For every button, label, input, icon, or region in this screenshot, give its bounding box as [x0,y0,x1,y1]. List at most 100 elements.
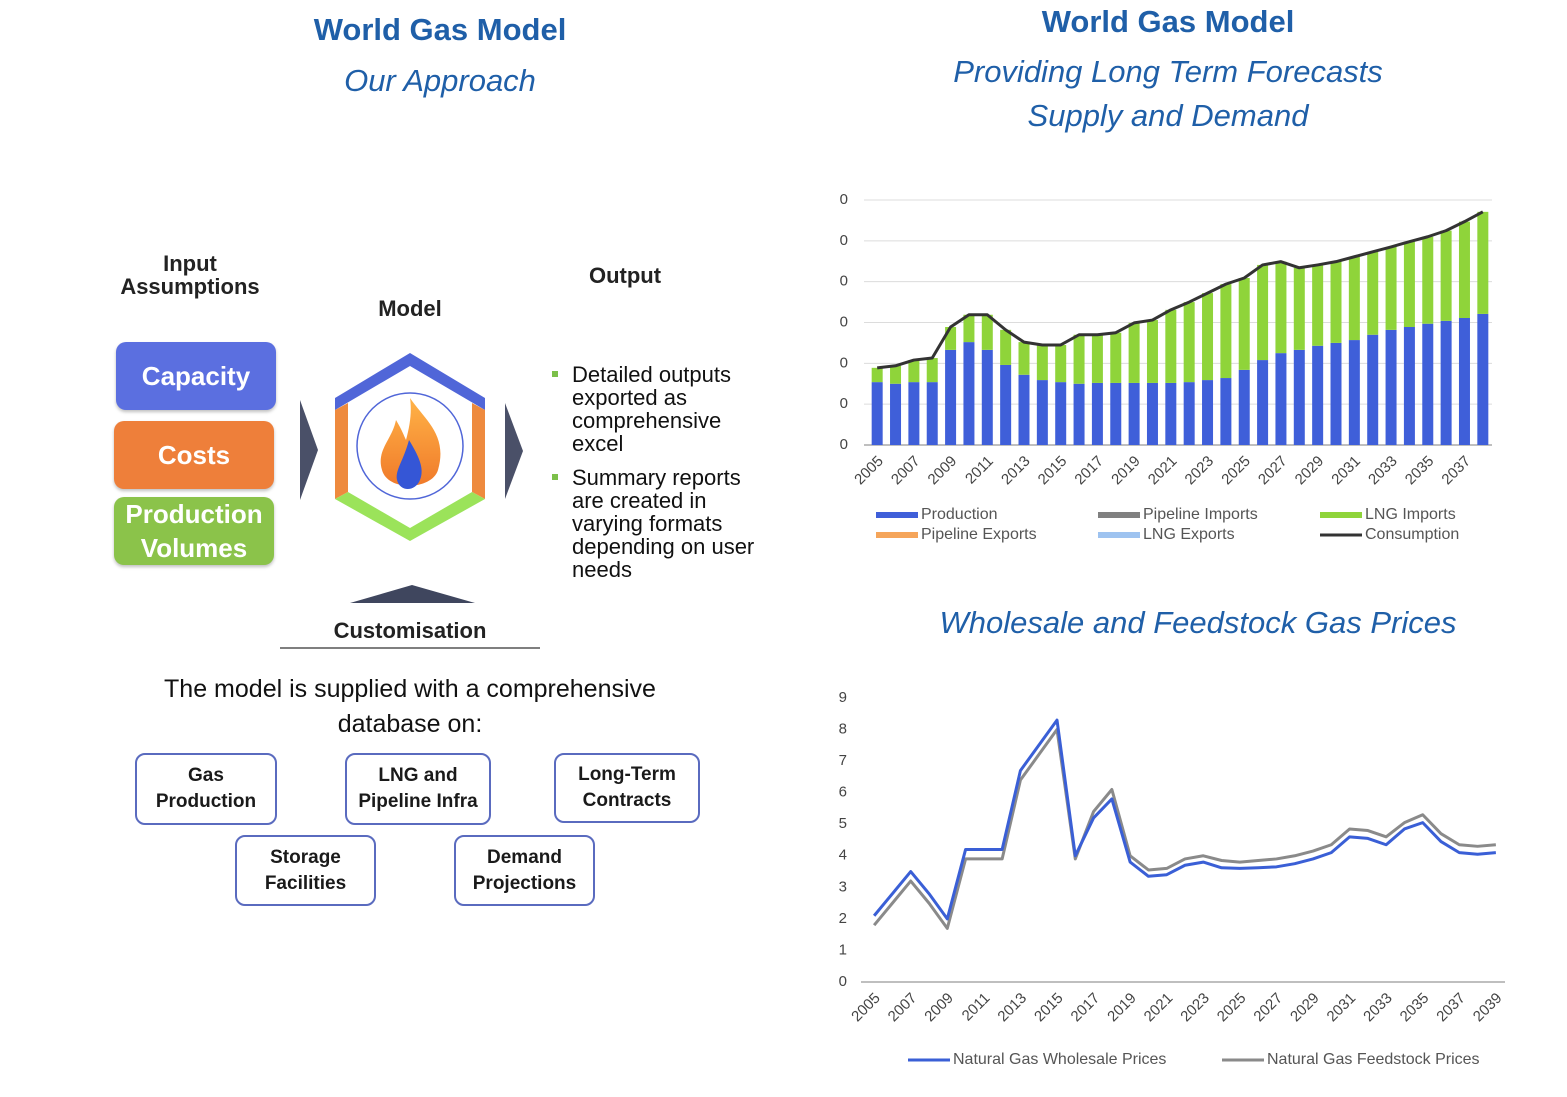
bar-segment [1403,241,1415,327]
y-tick-label: 400 [823,273,848,290]
legend-label: Production [921,506,998,523]
y-tick-label: 300 [823,313,848,330]
bar-segment [1036,380,1048,445]
bar-segment [1036,344,1048,381]
input-box: Capacity [116,342,276,410]
input-box: Costs [114,421,274,489]
bar-segment [1220,378,1232,445]
bar-segment [1330,261,1342,343]
database-item: Storage Facilities [235,835,376,906]
output-label: Output [588,263,662,288]
bar-segment [1275,261,1287,354]
bar-segment [1312,345,1324,445]
bar-segment [1073,334,1085,384]
bar-segment [963,314,975,343]
x-tick-label: 2037 [1433,990,1469,1026]
database-item: Demand Projections [454,835,595,906]
y-tick-label: 100 [823,395,848,412]
bar-segment [1128,382,1140,445]
bar-segment [1165,382,1177,445]
bar-segment [1202,293,1214,381]
bar-segment [926,358,938,383]
bar-segment [1146,320,1158,383]
legend-label: Pipeline Imports [1143,506,1258,523]
legend-label: Pipeline Exports [921,526,1037,543]
bar-segment [1110,332,1122,383]
bar-segment [1477,313,1489,445]
legend-label: Natural Gas Feedstock Prices [1267,1051,1480,1068]
x-tick-label: 2029 [1287,990,1323,1026]
series-line [872,718,1496,921]
x-tick-label: 2037 [1438,453,1474,489]
x-tick-label: 2033 [1365,453,1401,489]
bar-segment [1183,382,1195,445]
bar-segment [1367,334,1379,445]
x-tick-label: 2035 [1402,453,1438,489]
x-tick-label: 2023 [1182,453,1218,489]
bar-segment [908,382,920,445]
bar-segment [1422,236,1434,324]
x-tick-label: 2009 [921,990,957,1026]
x-tick-label: 2007 [888,453,924,489]
bar-segment [1458,221,1470,319]
legend-swatch [1098,532,1140,538]
legend-swatch [876,532,918,538]
y-tick-labels: 0 100 200 300 400 500 600 [823,191,848,453]
bar-segment [1403,326,1415,445]
arrow-out [505,403,523,499]
bar-segment [1000,364,1012,445]
bar-segment [1091,382,1103,445]
bar-segment [926,382,938,445]
database-intro: The model is supplied with a comprehensi… [164,675,656,738]
x-tick-label: 2027 [1255,453,1291,489]
y-tick-label: 7 [839,752,847,769]
bar-segment [890,365,902,384]
bar-segment [1183,302,1195,383]
bar-segment [1238,369,1250,445]
bar-segment [1146,382,1158,445]
bar-segment [1293,267,1305,350]
bar-segment [871,382,883,445]
x-tick-label: 2027 [1250,990,1286,1026]
y-tick-label: 600 [823,191,848,208]
bar-segment [1055,382,1067,445]
left-subtitle: Our Approach [344,63,536,98]
customisation-arrow [350,585,475,603]
bar-segment [963,342,975,445]
x-tick-label: 2031 [1328,453,1364,489]
bar-segment [1238,277,1250,370]
right-subtitle: Supply and Demand [1027,98,1309,133]
bar-segment [981,314,993,350]
x-tick-label: 2007 [885,990,921,1026]
x-tick-label: 2021 [1145,453,1181,489]
bar-segment [945,349,957,445]
x-tick-label: 2031 [1324,990,1360,1026]
x-tick-label: 2029 [1292,453,1328,489]
bar-segment [1348,256,1360,341]
bar-segment [1477,211,1489,314]
x-tick-label: 2033 [1360,990,1396,1026]
y-tick-label: 200 [823,354,848,371]
y-tick-label: 5 [839,815,847,832]
bar-segment [981,349,993,445]
bar-segment [1202,380,1214,445]
y-tick-label: 0 [840,436,848,453]
bar-segment [1422,323,1434,445]
bar-segment [1257,264,1269,361]
legend-swatch [876,512,918,518]
bar-segment [1348,340,1360,445]
legend-label: Consumption [1365,526,1459,543]
legend-swatch [1320,512,1362,518]
x-tick-label: 2011 [962,453,997,488]
x-tick-label: 2023 [1177,990,1213,1026]
bar-segment [1257,360,1269,445]
right-title: World Gas Model [1041,4,1295,39]
database-item: LNG and Pipeline Infra [345,753,491,825]
bar-segment [1275,353,1287,445]
customisation-label: Customisation [333,618,487,643]
y-tick-label: 4 [839,847,847,864]
bar-segment [1385,246,1397,330]
bar-segment [871,367,883,383]
bar-segment [1165,309,1177,383]
